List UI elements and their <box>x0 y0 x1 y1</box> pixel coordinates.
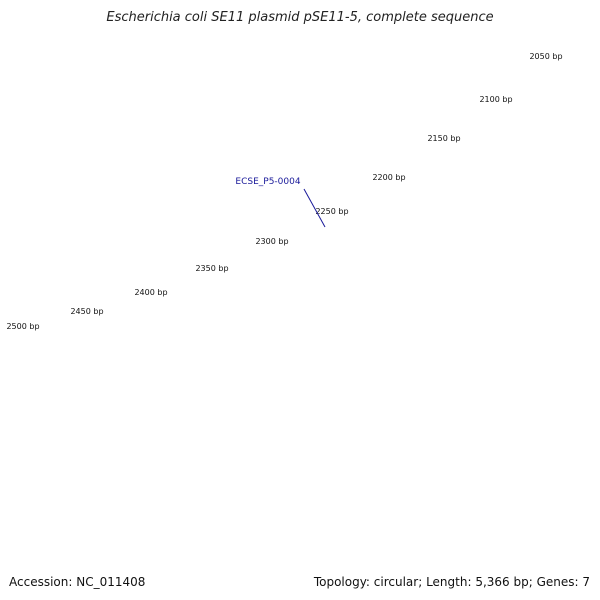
bp-label-2300-bp: 2300 bp <box>255 237 288 246</box>
gene-label-leader <box>303 188 326 228</box>
map-title: Escherichia coli SE11 plasmid pSE11-5, c… <box>106 10 494 25</box>
bp-label-2250-bp: 2250 bp <box>315 207 348 216</box>
gene-labels: ECSE_P5-0004 <box>235 177 326 228</box>
bp-label-2350-bp: 2350 bp <box>195 264 228 273</box>
bp-label-2450-bp: 2450 bp <box>70 307 103 316</box>
gene-label-ECSE_P5-0004: ECSE_P5-0004 <box>235 177 300 187</box>
bp-label-2150-bp: 2150 bp <box>427 134 460 143</box>
bp-label-2500-bp: 2500 bp <box>6 322 39 331</box>
bp-label-2400-bp: 2400 bp <box>134 288 167 297</box>
bp-label-2200-bp: 2200 bp <box>372 173 405 182</box>
topology-summary: Topology: circular; Length: 5,366 bp; Ge… <box>313 575 590 589</box>
bp-label-2100-bp: 2100 bp <box>479 95 512 104</box>
bp-label-2050-bp: 2050 bp <box>529 52 562 61</box>
accession-label: Accession: NC_011408 <box>9 575 146 589</box>
bp-ruler-labels: 2050 bp 2100 bp 2150 bp 2200 bp 2250 bp 2300 … <box>6 52 562 331</box>
